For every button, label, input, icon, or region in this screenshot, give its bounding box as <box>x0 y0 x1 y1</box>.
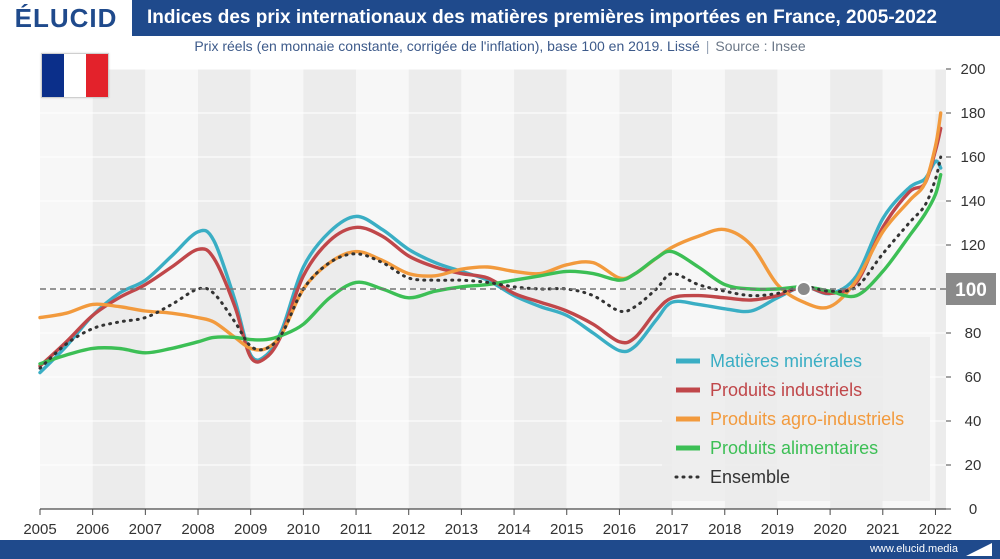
legend-label: Produits agro-industriels <box>710 409 904 429</box>
x-tick-label: 2006 <box>76 521 109 538</box>
x-tick-label: 2013 <box>445 521 478 538</box>
footer-bar: www.elucid.media <box>0 540 1000 559</box>
footer-url-link[interactable]: www.elucid.media <box>869 543 958 555</box>
base-year-marker <box>795 281 812 297</box>
reference-line <box>40 281 946 297</box>
x-tick-label: 2010 <box>287 521 320 538</box>
y-tick-label: 180 <box>960 105 985 122</box>
x-tick-label: 2016 <box>603 521 636 538</box>
x-tick-label: 2017 <box>655 521 688 538</box>
chart-title: Indices des prix internationaux des mati… <box>147 7 937 28</box>
y-tick-label: 120 <box>960 237 985 254</box>
x-tick-label: 2021 <box>866 521 899 538</box>
reference-label-box <box>946 273 996 305</box>
flag-stripe-red <box>86 54 108 97</box>
y-tick-label: 80 <box>965 325 982 342</box>
legend-label: Matières minérales <box>710 351 862 371</box>
legend: Matières minérales Produits industriels Pr… <box>662 337 930 501</box>
header-bar: ÉLUCID Indices des prix internationaux d… <box>0 0 1000 36</box>
x-tick-label: 2019 <box>761 521 794 538</box>
legend-label: Ensemble <box>710 467 790 487</box>
series-line-ensemble <box>38 155 943 370</box>
series-line-produits-agro-industriels <box>38 111 943 352</box>
subtitle-text: Prix réels (en monnaie constante, corrig… <box>194 38 700 54</box>
france-flag-icon <box>41 53 109 98</box>
x-tick-label: 2011 <box>340 521 372 538</box>
y-tick-label: 200 <box>960 61 985 78</box>
x-tick-label: 2008 <box>181 521 214 538</box>
x-tick-label: 2005 <box>23 521 56 538</box>
y-tick-label: 160 <box>960 149 985 166</box>
y-tick-label: 20 <box>965 457 982 474</box>
y-tick-label: 140 <box>960 193 985 210</box>
x-tick-label: 2015 <box>550 521 583 538</box>
y-axis: 0 20 40 60 80 120 140 160 180 200 100 <box>946 61 996 518</box>
brand-logo[interactable]: ÉLUCID <box>0 0 132 36</box>
legend-label: Produits alimentaires <box>710 438 878 458</box>
x-tick-label: 2020 <box>813 521 846 538</box>
x-tick-label: 2018 <box>708 521 741 538</box>
y-tick-label: 60 <box>965 369 982 386</box>
flag-stripe-white <box>64 54 86 97</box>
reference-label: 100 <box>955 280 987 301</box>
x-tick-label: 2007 <box>129 521 162 538</box>
x-tick-label: 2009 <box>234 521 267 538</box>
x-tick-label: 2014 <box>497 521 530 538</box>
x-tick-label: 2022 <box>919 521 952 538</box>
chart-svg: 2005 2006 2007 2008 2009 2010 2011 2012 2013 2014… <box>23 61 996 538</box>
elucid-mark-icon <box>966 543 992 556</box>
series-line-produits-alimentaires <box>38 172 943 366</box>
x-axis: 2005 2006 2007 2008 2009 2010 2011 2012 2013 2014… <box>23 508 952 538</box>
legend-background <box>662 337 930 501</box>
flag-stripe-blue <box>42 54 64 97</box>
legend-label: Produits industriels <box>710 380 862 400</box>
subtitle-separator: | <box>705 38 710 54</box>
y-tick-label: 0 <box>969 501 977 518</box>
y-tick-label: 40 <box>965 413 982 430</box>
series-lines <box>38 111 943 375</box>
source-text: Source : Insee <box>715 38 806 54</box>
chart-subtitle: Prix réels (en monnaie constante, corrig… <box>0 38 1000 54</box>
x-tick-label: 2012 <box>392 521 425 538</box>
